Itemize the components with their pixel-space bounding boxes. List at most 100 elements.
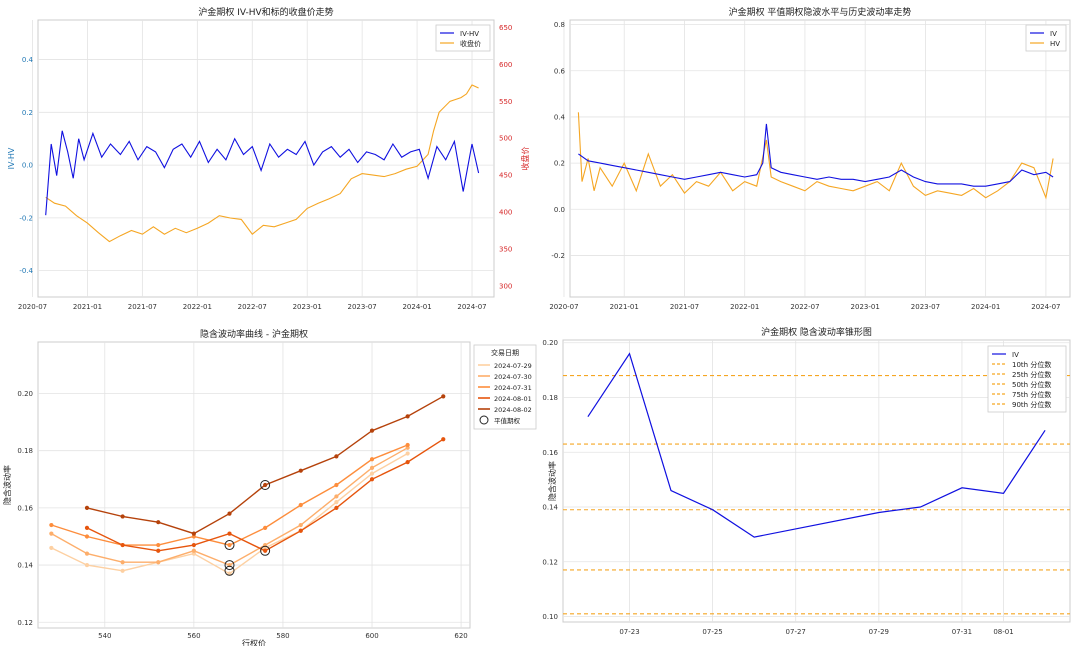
data-point — [49, 545, 54, 551]
x-tick-label: 2022-01 — [730, 303, 759, 311]
legend-label: HV — [1050, 40, 1060, 48]
legend-label: 平值期权 — [494, 416, 521, 425]
legend-label: 50th 分位数 — [1012, 380, 1051, 389]
x-tick-label: 2021-01 — [610, 303, 639, 311]
data-point — [405, 460, 410, 465]
x-tick-label: 2023-01 — [851, 303, 880, 311]
y2-tick-label: 600 — [499, 61, 512, 69]
data-point — [369, 465, 375, 470]
x-tick-label: 07-31 — [952, 628, 972, 636]
data-point — [405, 414, 410, 419]
data-point — [84, 525, 90, 531]
x-tick-label: 07-23 — [619, 628, 639, 636]
legend — [1025, 24, 1067, 52]
data-point — [156, 548, 161, 553]
y-axis-label: IV-HV — [7, 147, 16, 169]
panel-p1: 沪金期权 IV-HV和标的收盘价走势 2020-07 2021-01 2021-07 2… — [7, 6, 530, 311]
x-tick-label: 2021-07 — [670, 303, 699, 311]
y2-tick-label: 550 — [499, 98, 512, 106]
y-tick-label: -0.2 — [19, 214, 33, 222]
data-point — [263, 525, 268, 531]
y-axis-label: 隐含波动率 — [547, 461, 557, 501]
data-point — [334, 482, 339, 488]
y-tick-label: 0.18 — [17, 447, 33, 455]
x-tick-label: 2022-01 — [183, 303, 212, 311]
y-tick-label: -0.4 — [19, 267, 33, 275]
data-point — [227, 571, 232, 576]
data-point — [227, 531, 232, 536]
plot-area — [569, 19, 1071, 298]
x-tick-label: 620 — [454, 632, 467, 640]
legend-title: 交易日期 — [491, 348, 519, 357]
data-point — [84, 551, 90, 556]
legend-label: 2024-07-29 — [494, 362, 532, 370]
data-point — [334, 494, 339, 499]
chart-title: 隐含波动率曲线 - 沪金期权 — [200, 328, 308, 340]
y-tick-label: 0.16 — [17, 504, 33, 512]
data-point — [227, 542, 232, 548]
y-tick-label: -0.2 — [551, 252, 565, 260]
y-tick-label: 0.14 — [17, 562, 33, 570]
chart-title: 沪金期权 IV-HV和标的收盘价走势 — [198, 6, 333, 18]
y-tick-label: 0.4 — [554, 113, 566, 121]
y2-tick-label: 450 — [499, 172, 512, 180]
x-tick-label: 600 — [365, 632, 378, 640]
legend-label: 25th 分位数 — [1012, 370, 1051, 379]
y2-tick-label: 400 — [499, 209, 512, 217]
data-point — [369, 428, 375, 433]
y-tick-label: 0.14 — [542, 504, 558, 512]
y-tick-label: 0.6 — [554, 67, 566, 75]
legend-label: 75th 分位数 — [1012, 390, 1051, 399]
x-tick-label: 2024-07 — [457, 303, 486, 311]
y-tick-label: 0.0 — [22, 162, 33, 170]
y2-tick-label: 500 — [499, 135, 512, 143]
series-line-iv-hv — [45, 130, 480, 216]
data-point — [156, 520, 161, 525]
x-tick-label: 2024-01 — [971, 303, 1000, 311]
data-point — [84, 505, 90, 510]
x-tick-label: 2020-07 — [549, 303, 578, 311]
x-tick-label: 08-01 — [993, 628, 1013, 636]
data-point — [441, 437, 446, 442]
x-tick-label: 540 — [98, 632, 111, 640]
y-tick-label: 0.16 — [542, 449, 558, 457]
data-point — [191, 548, 196, 553]
y-tick-label: 0.10 — [542, 613, 558, 621]
legend-label: 收盘价 — [460, 39, 481, 48]
y2-tick-label: 300 — [499, 282, 512, 290]
data-point — [369, 471, 375, 476]
plot-area — [37, 341, 471, 629]
series-line-iv — [587, 352, 1046, 538]
data-point — [84, 534, 90, 539]
x-tick-label: 2023-01 — [293, 303, 322, 311]
data-point — [405, 442, 410, 448]
legend — [987, 345, 1067, 413]
chart-title: 沪金期权 隐含波动率锥形图 — [761, 326, 872, 338]
atm-marker — [224, 560, 235, 571]
y2-tick-label: 650 — [499, 24, 512, 32]
y-tick-label: 0.18 — [542, 394, 558, 402]
data-point — [120, 560, 125, 565]
panel-p4: 沪金期权 隐含波动率锥形图 07-23 07-25 07-27 07-29 07-31 08… — [542, 326, 1071, 636]
y-tick-label: 0.2 — [22, 109, 33, 117]
panel-p3: 隐含波动率曲线 - 沪金期权 540 560 580 600 620 0.12 0.14 0.1… — [2, 328, 537, 646]
data-point — [49, 522, 54, 528]
y2-tick-label: 350 — [499, 245, 512, 253]
data-point — [120, 568, 125, 573]
data-point — [120, 542, 125, 548]
data-point — [120, 514, 125, 519]
y-tick-label: 0.2 — [554, 160, 565, 168]
x-tick-label: 2021-07 — [128, 303, 157, 311]
y-tick-label: 0.0 — [554, 206, 565, 214]
data-point — [369, 457, 375, 462]
y-tick-label: 0.20 — [17, 390, 33, 398]
x-tick-label: 2024-01 — [402, 303, 431, 311]
x-tick-label: 2023-07 — [348, 303, 377, 311]
legend-label: 2024-07-30 — [494, 373, 532, 381]
x-tick-label: 2022-07 — [790, 303, 819, 311]
x-tick-label: 07-25 — [702, 628, 722, 636]
y-tick-label: 0.20 — [542, 339, 558, 347]
x-tick-label: 2020-07 — [18, 303, 47, 311]
data-point — [156, 542, 161, 548]
